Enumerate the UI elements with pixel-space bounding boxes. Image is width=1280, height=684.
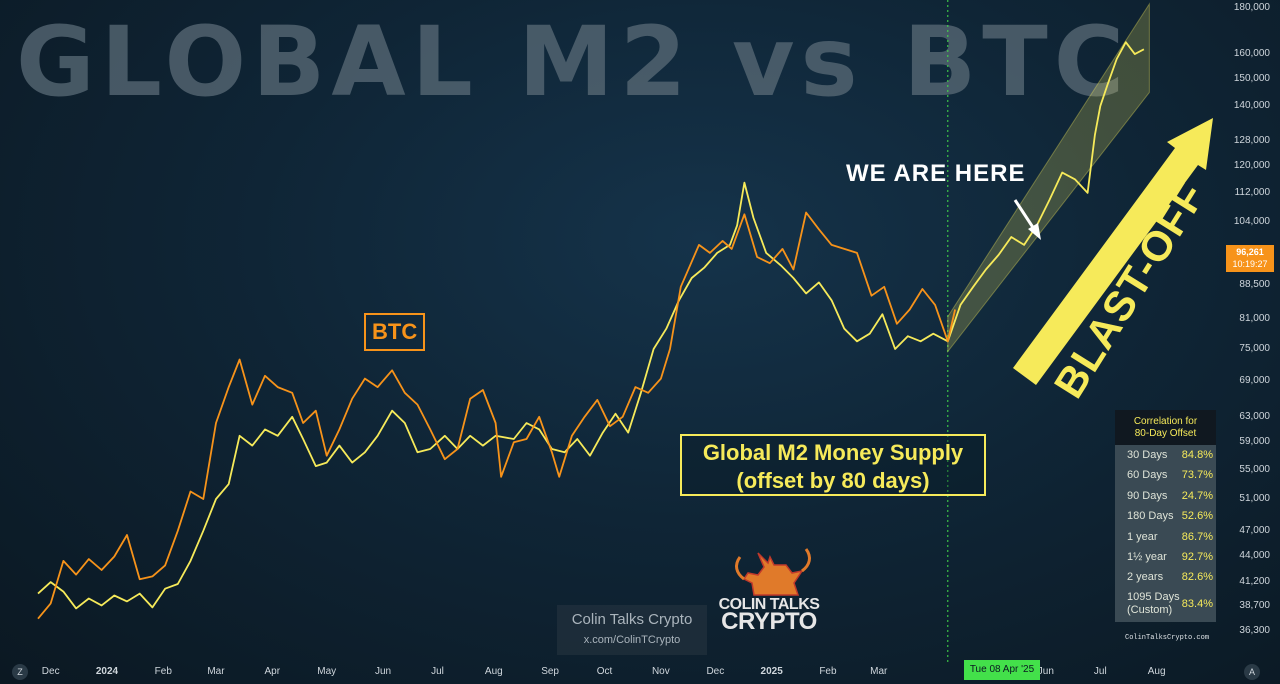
- correlation-period-line1: 1095 Days: [1127, 590, 1180, 603]
- correlation-row: 180 Days 52.6%: [1115, 506, 1216, 526]
- we-are-here-arrow: [1013, 199, 1041, 240]
- correlation-value: 86.7%: [1181, 530, 1213, 543]
- correlation-row: 90 Days 24.7%: [1115, 486, 1216, 506]
- watermark: Colin Talks Crypto x.com/ColinTCrypto: [557, 605, 707, 655]
- correlation-row: 1½ year 92.7%: [1115, 547, 1216, 567]
- x-tick-label: Mar: [870, 666, 888, 677]
- x-tick-label: 2024: [95, 666, 119, 677]
- y-tick-label: 75,000: [1239, 342, 1270, 354]
- current-price: 96,261: [1236, 247, 1264, 257]
- y-tick-label: 120,000: [1233, 160, 1270, 172]
- btc-series-label: BTC: [364, 313, 426, 351]
- correlation-period: 180 Days: [1127, 510, 1174, 523]
- y-tick-label: 51,000: [1239, 493, 1270, 505]
- correlation-value: 24.7%: [1181, 489, 1213, 502]
- y-tick-label: 88,500: [1239, 278, 1270, 290]
- y-tick-label: 128,000: [1233, 134, 1270, 146]
- correlation-row: 1095 Days (Custom) 83.4%: [1115, 588, 1216, 622]
- x-tick-label: Feb: [819, 666, 837, 677]
- y-tick-label: 180,000: [1233, 2, 1270, 14]
- series-layer: [37, 41, 1145, 620]
- btc-series-line: [37, 211, 956, 620]
- channel-logo: COLIN TALKS CRYPTO: [714, 543, 824, 639]
- x-tick-label: Mar: [207, 666, 225, 677]
- x-tick-label: Jun: [374, 666, 392, 677]
- y-tick-label: 140,000: [1233, 100, 1270, 112]
- correlation-row: 1 year 86.7%: [1115, 527, 1216, 547]
- m2-label-line2: (offset by 80 days): [736, 468, 930, 493]
- x-tick-label: Jul: [431, 666, 444, 677]
- x-tick-label: May: [317, 666, 337, 677]
- correlation-period: 90 Days: [1127, 489, 1168, 502]
- y-tick-label: 104,000: [1233, 215, 1270, 227]
- x-tick-label: Oct: [596, 666, 613, 677]
- date-marker-label: Tue 08 Apr '25: [964, 660, 1040, 680]
- m2-label-line1: Global M2 Money Supply: [702, 440, 964, 465]
- logo-line1: COLIN TALKS: [718, 596, 820, 613]
- correlation-period: 1 year: [1127, 530, 1158, 543]
- x-tick-label: Sep: [541, 666, 559, 677]
- m2-series-label: Global M2 Money Supply (offset by 80 day…: [680, 434, 986, 496]
- correlation-value: 83.4%: [1181, 597, 1213, 610]
- correlation-table: Correlation for 80-Day Offset 30 Days 84.…: [1115, 410, 1216, 622]
- correlation-row: 2 years 82.6%: [1115, 567, 1216, 587]
- correlation-row: 30 Days 84.8%: [1115, 445, 1216, 465]
- y-tick-label: 69,000: [1239, 375, 1270, 387]
- correlation-period: 60 Days: [1127, 469, 1168, 482]
- y-tick-label: 41,200: [1239, 576, 1270, 588]
- y-tick-label: 160,000: [1233, 48, 1270, 60]
- correlation-header: Correlation for 80-Day Offset: [1115, 410, 1216, 445]
- watermark-name: Colin Talks Crypto: [571, 611, 693, 628]
- y-tick-label: 63,000: [1239, 410, 1270, 422]
- x-tick-label: Aug: [1147, 666, 1166, 677]
- x-tick-label: Dec: [41, 666, 60, 677]
- correlation-title-1: Correlation for: [1133, 416, 1198, 427]
- x-tick-label: Jun: [1037, 666, 1054, 677]
- blast-off-arrow: [1013, 118, 1213, 385]
- y-tick-label: 81,000: [1239, 313, 1270, 324]
- chart-title: GLOBAL M2 vs BTC: [16, 6, 1131, 118]
- correlation-title-2: 80-Day Offset: [1134, 428, 1197, 439]
- bull-icon: [735, 548, 811, 596]
- current-time: 10:19:27: [1232, 259, 1268, 269]
- x-tick-label: 2025: [760, 666, 783, 677]
- watermark-handle: x.com/ColinTCrypto: [583, 634, 681, 646]
- correlation-value: 73.7%: [1181, 469, 1213, 482]
- y-tick-label: 47,000: [1239, 524, 1270, 536]
- correlation-value: 52.6%: [1181, 510, 1213, 523]
- logo-line2: CRYPTO: [721, 608, 817, 635]
- forecast-channel: [947, 2, 1150, 354]
- right-axis-button[interactable]: A: [1244, 664, 1260, 680]
- correlation-value: 84.8%: [1181, 449, 1213, 461]
- x-tick-label: Jul: [1093, 666, 1107, 677]
- current-price-label: 96,261 10:19:27: [1226, 245, 1274, 272]
- correlation-period: 30 Days: [1127, 449, 1168, 461]
- y-tick-label: 38,700: [1239, 600, 1270, 612]
- y-tick-label: 150,000: [1233, 73, 1270, 85]
- y-tick-label: 112,000: [1234, 186, 1270, 198]
- correlation-value: 92.7%: [1181, 550, 1213, 563]
- correlation-period: 1½ year: [1127, 550, 1167, 563]
- correlation-row: 60 Days 73.7%: [1115, 465, 1216, 485]
- correlation-period-line2: (Custom): [1127, 603, 1173, 616]
- x-tick-label: Dec: [706, 666, 725, 677]
- x-tick-label: Aug: [484, 666, 503, 677]
- y-tick-label: 44,000: [1239, 550, 1270, 562]
- x-tick-label: Nov: [651, 666, 670, 677]
- x-tick-label: Feb: [154, 666, 172, 677]
- correlation-value: 82.6%: [1181, 571, 1213, 584]
- we-are-here-label: WE ARE HERE: [846, 160, 1026, 187]
- m2-series-line: [37, 41, 1145, 610]
- left-axis-button[interactable]: Z: [12, 664, 28, 680]
- y-tick-label: 36,300: [1239, 625, 1270, 637]
- correlation-period: 1095 Days (Custom): [1127, 591, 1180, 622]
- x-tick-label: Apr: [264, 666, 281, 677]
- y-tick-label: 55,000: [1239, 463, 1270, 475]
- y-tick-label: 59,000: [1239, 436, 1270, 448]
- website-label: ColinTalksCrypto.com: [1125, 634, 1210, 642]
- correlation-period: 2 years: [1127, 571, 1164, 584]
